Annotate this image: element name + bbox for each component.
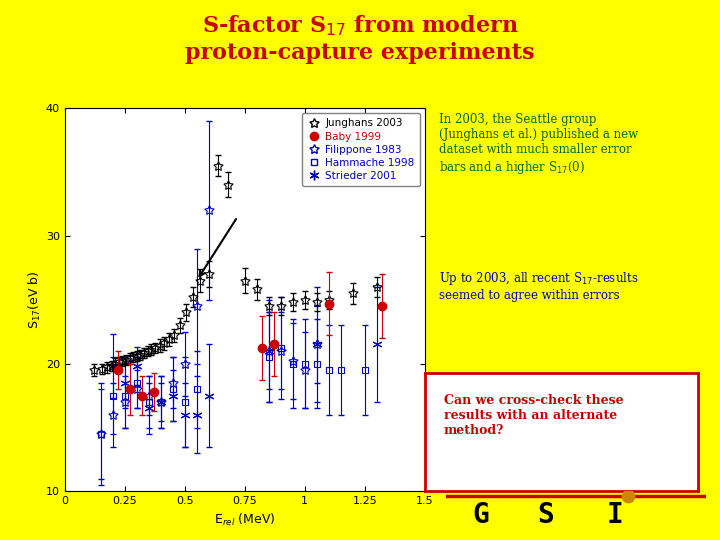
Text: G: G [472, 501, 489, 529]
Text: Up to 2003, all recent S$_{17}$-results
seemed to agree within errors: Up to 2003, all recent S$_{17}$-results … [439, 270, 639, 302]
Text: S-factor S$_{17}$ from modern
proton-capture experiments: S-factor S$_{17}$ from modern proton-cap… [185, 14, 535, 64]
Legend: Junghans 2003, Baby 1999, Filippone 1983, Hammache 1998, Strieder 2001: Junghans 2003, Baby 1999, Filippone 1983… [302, 113, 420, 186]
Text: Can we cross-check these
results with an alternate
method?: Can we cross-check these results with an… [444, 394, 624, 437]
X-axis label: E$_{rel}$ (MeV): E$_{rel}$ (MeV) [214, 512, 276, 528]
Text: S: S [537, 501, 554, 529]
Text: I: I [607, 501, 624, 529]
Y-axis label: S$_{17}$(eV b): S$_{17}$(eV b) [27, 271, 43, 329]
Text: In 2003, the Seattle group
(Junghans et al.) published a new
dataset with much s: In 2003, the Seattle group (Junghans et … [439, 113, 639, 176]
